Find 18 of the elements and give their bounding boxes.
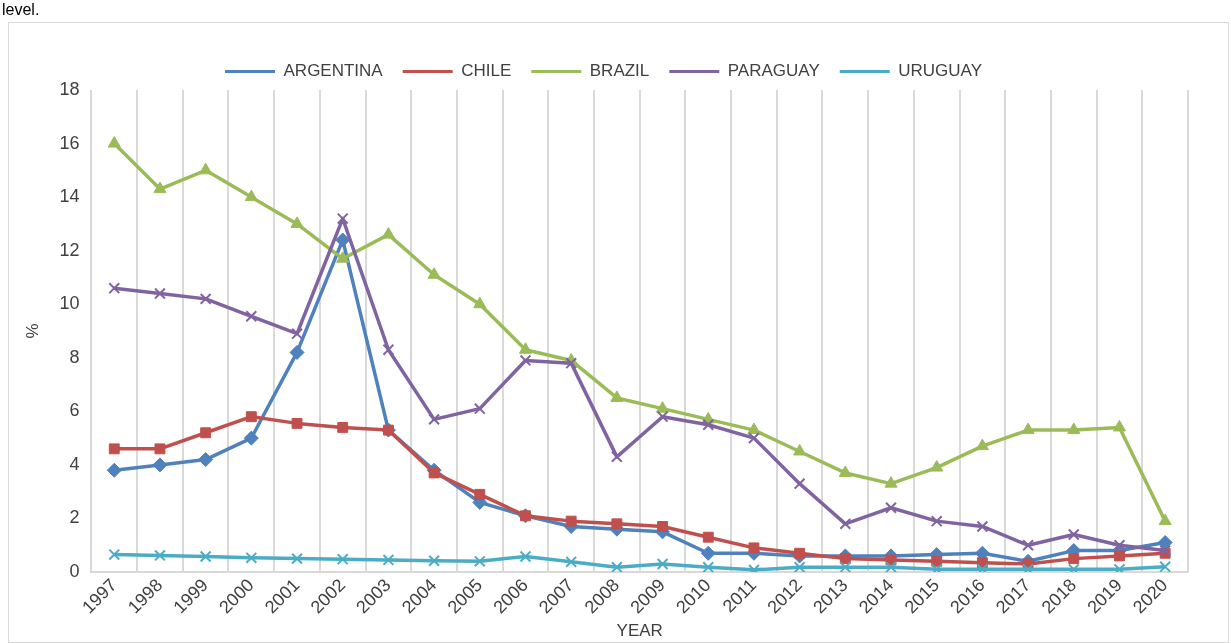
legend-label: PARAGUAY — [727, 61, 820, 81]
y-tick-label: 14 — [59, 186, 80, 207]
y-tick-label: 0 — [69, 560, 80, 581]
y-tick-label: 8 — [69, 346, 80, 367]
y-tick-label: 6 — [69, 400, 80, 421]
x-axis-title: YEAR — [616, 621, 663, 641]
legend-label: URUGUAY — [898, 61, 982, 81]
text: level. — [2, 0, 40, 20]
y-tick-label: 4 — [69, 453, 80, 474]
legend-label: ARGENTINA — [283, 61, 384, 81]
y-tick-label: 16 — [59, 132, 80, 153]
y-tick-label: 12 — [59, 239, 80, 260]
y-tick-label: 10 — [59, 293, 80, 314]
legend-label: BRAZIL — [589, 61, 650, 81]
y-tick-label: 18 — [59, 78, 80, 99]
legend-label: CHILE — [461, 61, 512, 81]
y-tick-label: 2 — [69, 507, 80, 528]
y-axis-title: % — [22, 323, 42, 339]
